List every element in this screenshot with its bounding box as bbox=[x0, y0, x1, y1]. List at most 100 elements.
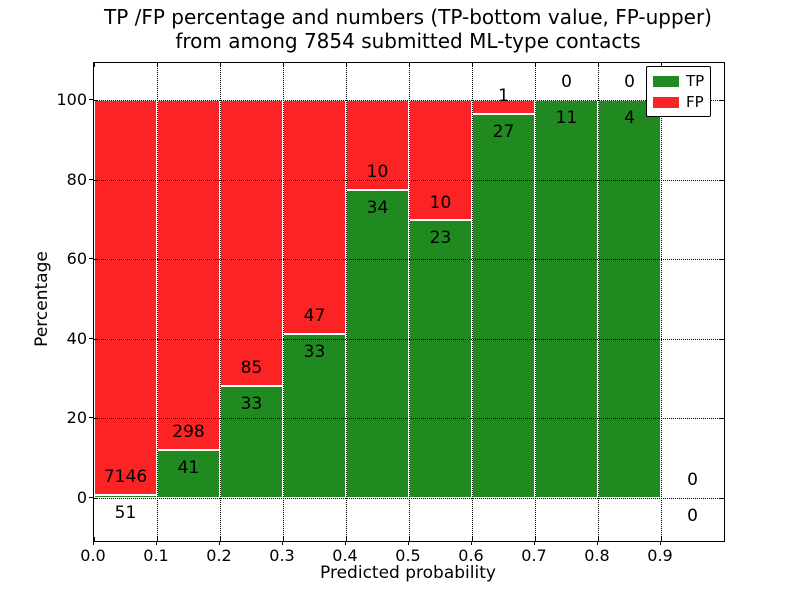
y-tick-mark bbox=[94, 99, 98, 101]
x-tick-label: 0.3 bbox=[269, 546, 295, 565]
legend-label-fp: FP bbox=[686, 92, 704, 111]
y-tick-mark bbox=[94, 338, 98, 340]
x-tick-mark-top bbox=[157, 63, 158, 67]
bar-segment-tp bbox=[283, 333, 346, 498]
legend: TP FP bbox=[646, 66, 711, 117]
fp-count-label: 0 bbox=[561, 72, 572, 93]
x-tick-mark bbox=[660, 541, 661, 545]
y-tick-label: 20 bbox=[66, 408, 87, 428]
y-tick-mark bbox=[94, 497, 98, 499]
y-tick-label: 0 bbox=[76, 487, 87, 507]
x-tick-mark-top bbox=[598, 63, 599, 67]
x-tick-label: 0.1 bbox=[143, 546, 169, 565]
x-gridline bbox=[535, 63, 536, 541]
x-tick-mark bbox=[93, 541, 94, 545]
fp-count-label: 10 bbox=[366, 162, 389, 183]
bar-segment-fp bbox=[157, 99, 220, 450]
x-tick-label: 0.2 bbox=[206, 546, 232, 565]
x-tick-mark-top bbox=[94, 63, 95, 67]
plot-area: 7146 51 298 41 85 33 47 33 10 34 10 23 1 27 0 11 0 4 0 0 bbox=[93, 62, 725, 542]
x-tick-mark bbox=[282, 541, 283, 545]
y-tick-mark bbox=[89, 417, 93, 419]
x-gridline bbox=[409, 63, 410, 541]
x-tick-mark bbox=[661, 537, 662, 541]
tp-swatch-icon bbox=[653, 75, 679, 87]
x-tick-mark bbox=[534, 541, 535, 545]
y-tick-mark-right bbox=[720, 259, 724, 261]
x-gridline bbox=[283, 63, 284, 541]
x-tick-mark bbox=[219, 541, 220, 545]
tp-count-label: 41 bbox=[177, 457, 200, 478]
bar-segment-tp bbox=[598, 99, 661, 498]
x-tick-label: 0.8 bbox=[584, 546, 610, 565]
x-gridline bbox=[472, 63, 473, 541]
x-tick-mark-top bbox=[346, 63, 347, 67]
fp-count-label: 0 bbox=[687, 469, 698, 490]
x-tick-mark bbox=[472, 537, 473, 541]
y-tick-mark-right bbox=[720, 338, 724, 340]
y-tick-mark bbox=[89, 98, 93, 100]
y-tick-label: 60 bbox=[66, 249, 87, 269]
x-tick-mark bbox=[597, 541, 598, 545]
x-tick-mark-top bbox=[661, 63, 662, 67]
bar-segment-tp bbox=[157, 449, 220, 498]
y-tick-label: 40 bbox=[66, 328, 87, 348]
x-tick-mark bbox=[408, 541, 409, 545]
bar-segment-fp bbox=[283, 99, 346, 334]
chart-title-line2: from among 7854 submitted ML-type contac… bbox=[175, 29, 641, 53]
y-tick-mark-right bbox=[720, 418, 724, 420]
x-tick-mark bbox=[220, 537, 221, 541]
fp-swatch-icon bbox=[653, 96, 679, 108]
x-tick-mark bbox=[471, 541, 472, 545]
x-tick-mark bbox=[157, 537, 158, 541]
chart-title-line1: TP /FP percentage and numbers (TP-bottom… bbox=[104, 5, 712, 29]
x-tick-mark bbox=[345, 541, 346, 545]
x-tick-label: 0.7 bbox=[521, 546, 547, 565]
fp-count-label: 1 bbox=[498, 86, 509, 107]
bar-segment-tp bbox=[346, 190, 409, 498]
fp-count-label: 47 bbox=[303, 305, 326, 326]
y-tick-label: 100 bbox=[56, 89, 87, 109]
x-gridline bbox=[661, 63, 662, 541]
x-tick-mark bbox=[156, 541, 157, 545]
x-tick-label: 0.0 bbox=[80, 546, 106, 565]
y-tick-mark-right bbox=[720, 99, 724, 101]
x-tick-label: 0.4 bbox=[332, 546, 358, 565]
fp-count-label: 0 bbox=[624, 72, 635, 93]
x-tick-mark bbox=[409, 537, 410, 541]
y-tick-mark bbox=[89, 178, 93, 180]
x-tick-mark-top bbox=[409, 63, 410, 67]
tp-count-label: 0 bbox=[687, 505, 698, 526]
legend-entry-fp: FP bbox=[653, 92, 704, 111]
x-gridline bbox=[598, 63, 599, 541]
tp-count-label: 11 bbox=[555, 107, 578, 128]
x-tick-mark bbox=[535, 537, 536, 541]
x-tick-mark bbox=[346, 537, 347, 541]
x-tick-label: 0.6 bbox=[458, 546, 484, 565]
tp-count-label: 33 bbox=[240, 394, 263, 415]
tp-count-label: 23 bbox=[429, 228, 452, 249]
bar-segment-tp bbox=[94, 494, 157, 498]
y-tick-mark bbox=[94, 259, 98, 261]
legend-label-tp: TP bbox=[686, 71, 705, 90]
bar-segment-fp bbox=[346, 99, 409, 191]
x-gridline bbox=[346, 63, 347, 541]
x-gridline bbox=[220, 63, 221, 541]
bar-segment-fp bbox=[94, 99, 157, 495]
chart-title: TP /FP percentage and numbers (TP-bottom… bbox=[93, 5, 723, 53]
fp-count-label: 85 bbox=[240, 358, 263, 379]
x-tick-mark bbox=[94, 537, 95, 541]
bar-segment-tp bbox=[472, 114, 535, 498]
y-tick-mark bbox=[94, 179, 98, 181]
x-tick-mark-top bbox=[472, 63, 473, 67]
x-tick-mark bbox=[283, 537, 284, 541]
y-tick-label: 80 bbox=[66, 169, 87, 189]
tp-count-label: 34 bbox=[366, 198, 389, 219]
y-tick-mark bbox=[89, 337, 93, 339]
y-tick-mark-right bbox=[720, 497, 724, 499]
bar-segment-fp bbox=[220, 99, 283, 387]
tp-count-label: 4 bbox=[624, 107, 635, 128]
x-tick-mark-top bbox=[283, 63, 284, 67]
y-tick-mark-right bbox=[720, 179, 724, 181]
